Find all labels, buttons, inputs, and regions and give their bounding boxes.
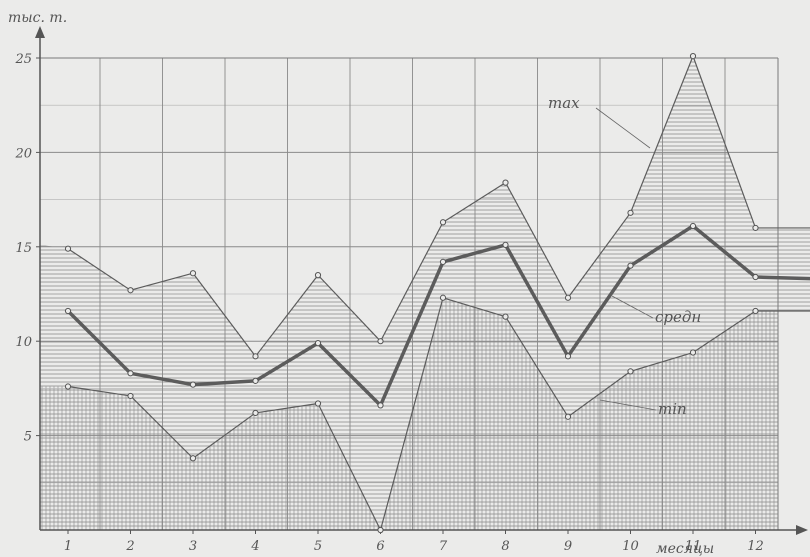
- x-axis-arrow: [796, 525, 808, 535]
- x-tick-label: 2: [125, 539, 134, 554]
- series-label-max-leader: [595, 107, 651, 149]
- y-tick-label: 25: [14, 52, 32, 67]
- series-label-max: max: [548, 94, 580, 112]
- left-band-fill: [40, 244, 68, 387]
- data-point-min: [564, 413, 572, 420]
- data-point-max: [189, 270, 197, 277]
- data-point-max: [752, 224, 759, 232]
- below-min-crosshatch: [40, 297, 810, 530]
- x-tick-label: 5: [314, 539, 322, 554]
- data-point-max: [689, 53, 697, 60]
- data-point-avg: [127, 370, 134, 377]
- series-label-min: min: [658, 400, 687, 418]
- data-point-min: [502, 313, 509, 320]
- x-tick-label: 12: [747, 539, 764, 554]
- data-point-max: [564, 294, 572, 301]
- data-point-min: [752, 307, 759, 315]
- x-tick-label: 1: [64, 539, 72, 554]
- data-point-max: [64, 245, 72, 252]
- series-label-avg: средн: [655, 308, 701, 326]
- data-point-min: [314, 400, 322, 407]
- data-point-avg: [564, 353, 572, 360]
- data-point-avg: [314, 339, 322, 347]
- data-point-min: [127, 392, 134, 400]
- x-tick-label: 10: [622, 539, 639, 554]
- y-axis-label: тыс. т.: [8, 10, 67, 26]
- x-tick-label: 6: [376, 539, 384, 554]
- data-point-avg: [752, 273, 759, 281]
- data-point-avg: [439, 258, 447, 266]
- x-tick-label: 4: [250, 539, 259, 554]
- x-tick-label: 8: [501, 539, 509, 554]
- data-point-max: [127, 287, 134, 294]
- data-point-min: [689, 349, 697, 356]
- data-point-avg: [377, 402, 384, 409]
- data-point-max: [439, 219, 447, 226]
- y-tick-label: 20: [14, 146, 32, 161]
- x-tick-label: 9: [564, 539, 572, 554]
- data-point-avg: [689, 222, 697, 230]
- data-point-max: [314, 272, 322, 279]
- data-point-avg: [64, 307, 72, 315]
- data-point-min: [189, 455, 197, 462]
- data-point-avg: [189, 381, 197, 388]
- y-tick-label: 5: [24, 430, 32, 445]
- x-axis-label: месяцы: [656, 541, 714, 557]
- data-point-min: [377, 526, 384, 534]
- x-tick-label: 11: [685, 539, 702, 554]
- data-point-max: [377, 338, 384, 345]
- series-label-avg-leader: [611, 295, 654, 319]
- data-point-min: [252, 409, 259, 417]
- series-label-min-leader: [599, 399, 657, 411]
- data-point-min: [439, 294, 447, 301]
- data-point-avg: [502, 241, 509, 249]
- x-tick-label: 7: [439, 539, 448, 554]
- data-point-max: [252, 353, 259, 360]
- data-point-min: [627, 368, 634, 375]
- x-tick-label: 3: [189, 539, 197, 554]
- data-point-min: [64, 383, 72, 390]
- y-tick-label: 15: [15, 241, 32, 256]
- y-axis-arrow: [35, 26, 45, 38]
- data-point-max: [627, 209, 634, 216]
- data-point-max: [502, 179, 509, 186]
- data-point-avg: [627, 262, 634, 269]
- data-point-avg: [252, 377, 259, 384]
- y-tick-label: 10: [15, 335, 32, 350]
